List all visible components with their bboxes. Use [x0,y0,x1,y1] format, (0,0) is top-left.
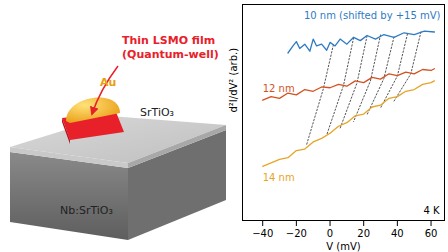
svg-text:SrTiO₃: SrTiO₃ [140,106,174,119]
svg-text:−20: −20 [286,228,307,239]
svg-text:40: 40 [391,228,404,239]
svg-text:20: 20 [357,228,370,239]
svg-text:10 nm (shifted by +15 mV): 10 nm (shifted by +15 mV) [304,10,441,21]
svg-text:14 nm: 14 nm [263,172,295,183]
svg-text:12 nm: 12 nm [263,83,295,94]
svg-text:Thin LSMO film: Thin LSMO film [122,34,215,47]
svg-text:V (mV): V (mV) [326,241,361,252]
svg-text:Au: Au [100,76,116,89]
svg-text:−40: −40 [252,228,273,239]
svg-text:4 K: 4 K [423,205,440,216]
svg-text:d²I/dV² (arb.): d²I/dV² (arb.) [228,48,239,113]
svg-text:0: 0 [327,228,333,239]
svg-text:Nb:SrTiO₃: Nb:SrTiO₃ [60,204,113,217]
svg-text:60: 60 [425,228,438,239]
svg-text:(Quantum-well): (Quantum-well) [122,48,219,61]
